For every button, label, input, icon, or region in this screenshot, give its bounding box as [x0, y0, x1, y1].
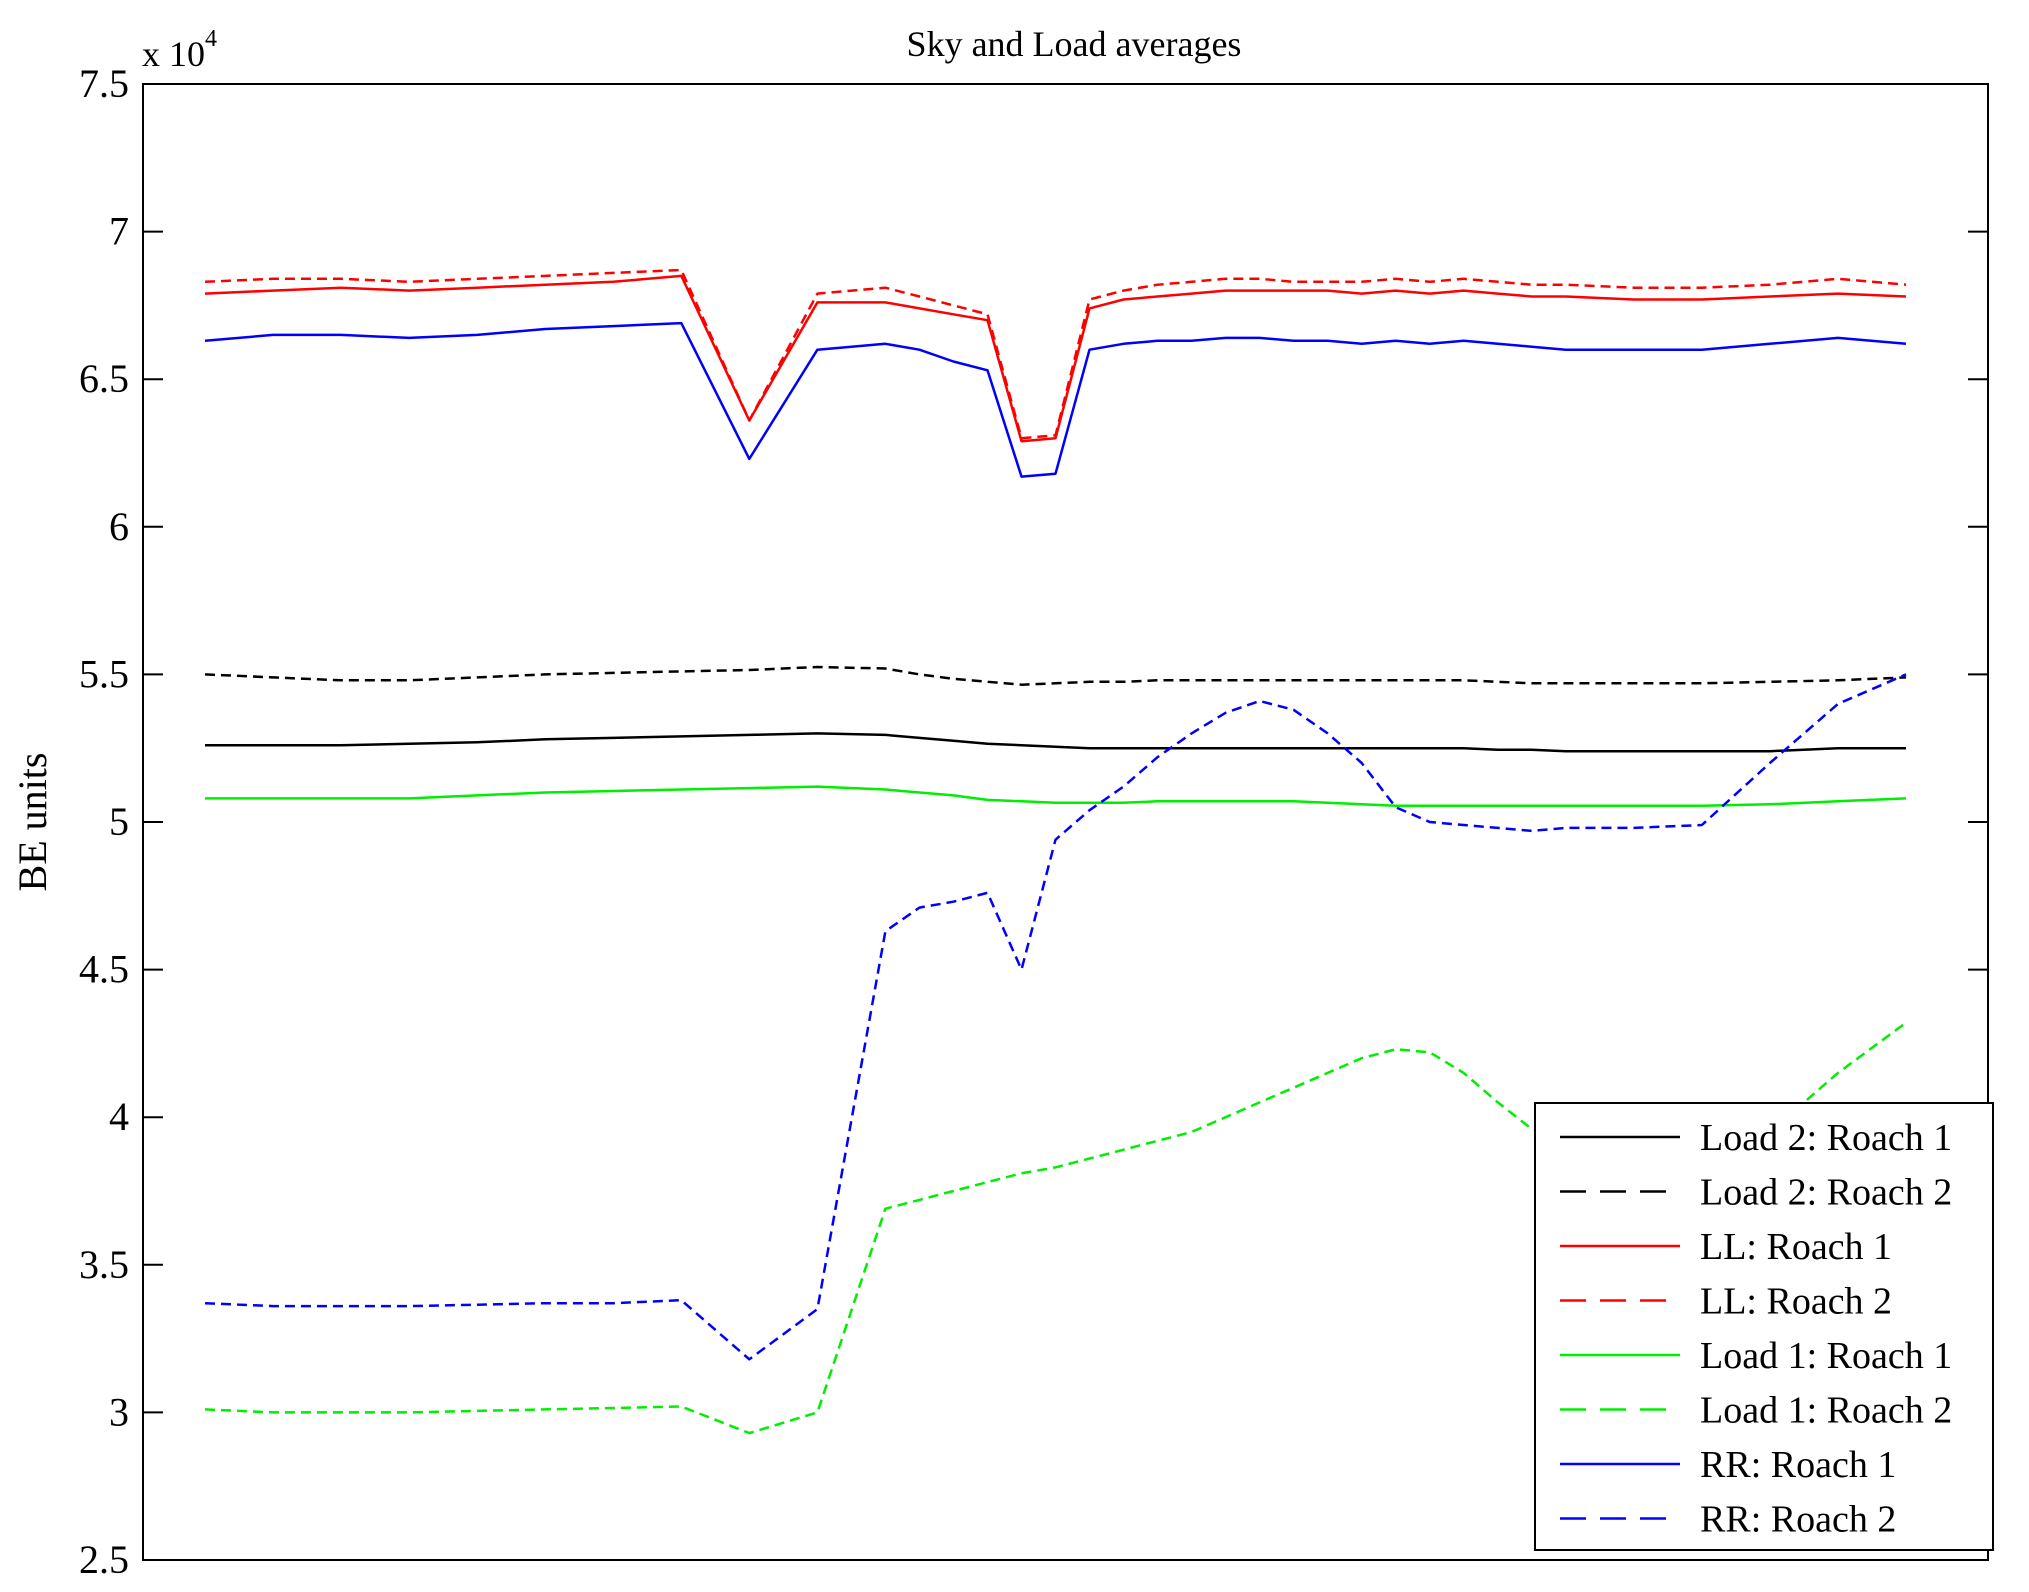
series-line-5: [205, 785, 1907, 808]
legend-label: RR: Roach 1: [1700, 1444, 1896, 1486]
y-axis-multiplier: x 104: [142, 26, 217, 74]
plot-area-frame: [142, 83, 1989, 1561]
y-tick-label: 5: [109, 799, 129, 844]
series-line-8: [204, 673, 1907, 1361]
y-tick-label: 7: [109, 209, 129, 254]
y-tick-label: 3: [109, 1389, 129, 1434]
y-tick-label: 6: [109, 504, 129, 549]
legend-label: LL: Roach 1: [1700, 1226, 1892, 1268]
y-axis-multiplier-exponent: 4: [205, 26, 217, 52]
legend-box: [1534, 1102, 1994, 1551]
legend-label: Load 2: Roach 2: [1700, 1172, 1952, 1214]
y-tick-label: 3.5: [79, 1242, 129, 1287]
series-line-3: [204, 274, 1907, 443]
y-tick-label: 7.5: [79, 61, 129, 106]
legend-label: LL: Roach 2: [1700, 1281, 1892, 1323]
legend-label: Load 1: Roach 2: [1700, 1390, 1952, 1432]
legend-label: Load 2: Roach 1: [1700, 1117, 1952, 1159]
y-tick-label: 6.5: [79, 356, 129, 401]
chart-title: Sky and Load averages: [907, 24, 1242, 64]
series-line-2: [204, 665, 1907, 686]
series-line-7: [204, 321, 1907, 478]
legend-label: Load 1: Roach 1: [1700, 1335, 1952, 1377]
y-tick-label: 4: [109, 1094, 129, 1139]
legend: Load 2: Roach 1 Load 2: Roach 2 LL: Roach …: [1534, 1102, 1994, 1551]
y-axis-multiplier-base: x 10: [142, 34, 205, 74]
legend-label: RR: Roach 2: [1700, 1499, 1896, 1541]
y-tick-label: 4.5: [79, 947, 129, 992]
y-axis-label: BE units: [10, 753, 55, 892]
y-tick-label: 2.5: [79, 1537, 129, 1582]
series-line-1: [205, 732, 1906, 753]
series-line-4: [204, 268, 1907, 440]
y-tick-label: 5.5: [79, 651, 129, 696]
